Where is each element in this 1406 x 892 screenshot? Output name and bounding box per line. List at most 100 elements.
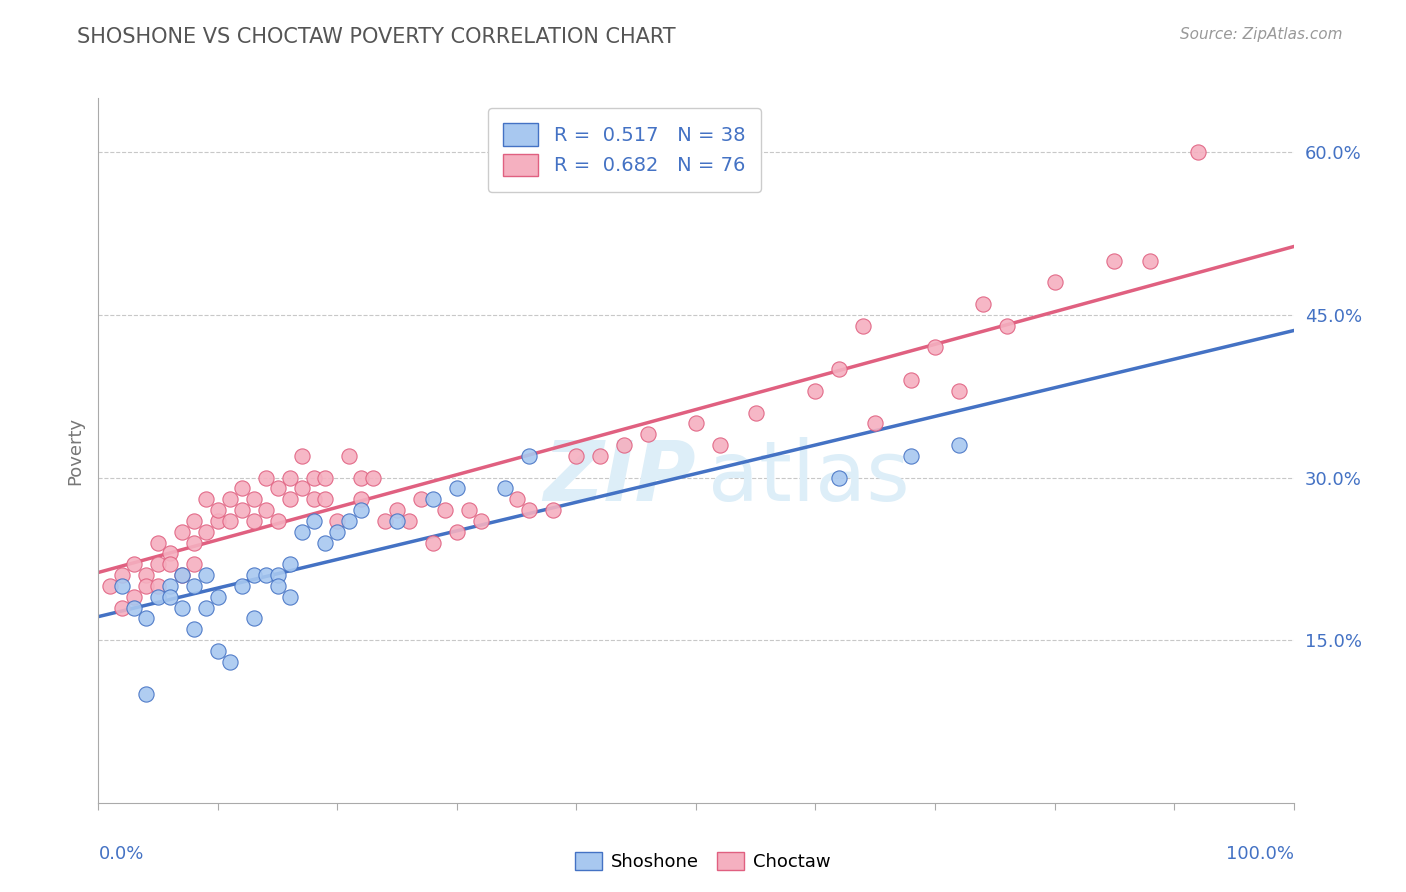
Point	[159, 590, 181, 604]
Point	[924, 341, 946, 355]
Point	[291, 482, 314, 496]
Text: Source: ZipAtlas.com: Source: ZipAtlas.com	[1180, 27, 1343, 42]
Legend: Shoshone, Choctaw: Shoshone, Choctaw	[568, 845, 838, 879]
Point	[350, 492, 373, 507]
Point	[243, 492, 266, 507]
Point	[446, 524, 468, 539]
Point	[195, 492, 218, 507]
Point	[745, 405, 768, 419]
Point	[517, 449, 540, 463]
Text: SHOSHONE VS CHOCTAW POVERTY CORRELATION CHART: SHOSHONE VS CHOCTAW POVERTY CORRELATION …	[77, 27, 676, 46]
Point	[148, 590, 170, 604]
Point	[948, 438, 970, 452]
Point	[135, 611, 157, 625]
Point	[291, 524, 314, 539]
Point	[243, 611, 266, 625]
Point	[541, 503, 564, 517]
Point	[267, 514, 290, 528]
Point	[267, 579, 290, 593]
Point	[350, 470, 373, 484]
Point	[219, 655, 242, 669]
Point	[148, 558, 170, 572]
Point	[326, 524, 349, 539]
Point	[852, 318, 875, 333]
Point	[385, 514, 409, 528]
Point	[148, 535, 170, 549]
Point	[315, 492, 337, 507]
Point	[315, 535, 337, 549]
Point	[172, 568, 194, 582]
Point	[326, 514, 349, 528]
Point	[291, 449, 314, 463]
Point	[98, 579, 122, 593]
Point	[254, 503, 277, 517]
Point	[506, 492, 529, 507]
Point	[446, 482, 468, 496]
Point	[243, 514, 266, 528]
Point	[828, 470, 851, 484]
Point	[159, 546, 181, 560]
Point	[231, 482, 253, 496]
Point	[613, 438, 636, 452]
Point	[135, 568, 157, 582]
Point	[637, 427, 659, 442]
Point	[207, 590, 229, 604]
Point	[111, 579, 134, 593]
Point	[195, 600, 218, 615]
Point	[1104, 253, 1126, 268]
Point	[111, 600, 134, 615]
Point	[685, 417, 707, 431]
Point	[422, 492, 444, 507]
Point	[183, 623, 205, 637]
Point	[828, 362, 851, 376]
Point	[374, 514, 396, 528]
Point	[1139, 253, 1161, 268]
Point	[434, 503, 457, 517]
Point	[195, 568, 218, 582]
Point	[183, 514, 205, 528]
Point	[302, 514, 325, 528]
Point	[398, 514, 420, 528]
Point	[124, 558, 146, 572]
Point	[339, 514, 361, 528]
Text: 0.0%: 0.0%	[98, 845, 143, 863]
Point	[243, 568, 266, 582]
Point	[159, 558, 181, 572]
Point	[111, 568, 134, 582]
Point	[219, 492, 242, 507]
Point	[124, 600, 146, 615]
Point	[995, 318, 1018, 333]
Point	[302, 470, 325, 484]
Text: 100.0%: 100.0%	[1226, 845, 1294, 863]
Point	[363, 470, 385, 484]
Point	[267, 482, 290, 496]
Point	[385, 503, 409, 517]
Point	[231, 579, 253, 593]
Point	[589, 449, 612, 463]
Point	[278, 590, 301, 604]
Point	[207, 514, 229, 528]
Point	[1043, 276, 1066, 290]
Point	[339, 449, 361, 463]
Point	[183, 579, 205, 593]
Legend: R =  0.517   N = 38, R =  0.682   N = 76: R = 0.517 N = 38, R = 0.682 N = 76	[488, 108, 761, 192]
Point	[865, 417, 887, 431]
Point	[709, 438, 731, 452]
Point	[172, 568, 194, 582]
Point	[972, 297, 994, 311]
Point	[900, 449, 922, 463]
Point	[458, 503, 481, 517]
Point	[219, 514, 242, 528]
Point	[195, 524, 218, 539]
Point	[517, 503, 540, 517]
Point	[231, 503, 253, 517]
Point	[900, 373, 922, 387]
Point	[254, 568, 277, 582]
Point	[422, 535, 444, 549]
Point	[267, 568, 290, 582]
Point	[135, 579, 157, 593]
Point	[1187, 145, 1209, 160]
Text: atlas: atlas	[709, 437, 910, 518]
Point	[172, 600, 194, 615]
Point	[135, 687, 157, 701]
